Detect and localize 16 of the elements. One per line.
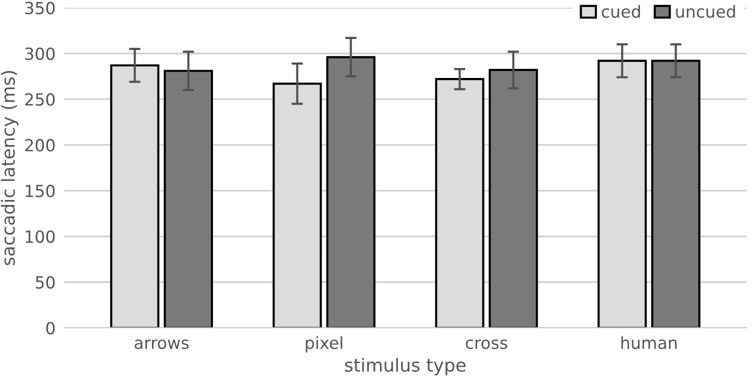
x-tick-label: arrows xyxy=(134,340,189,350)
x-tick-label: pixel xyxy=(306,336,342,352)
y-tick-label: 0 xyxy=(46,322,55,334)
legend-label: cued xyxy=(602,4,640,18)
y-tick-label: 50 xyxy=(36,276,55,289)
x-tick-label: human xyxy=(621,336,677,350)
y-axis-title: saccadic latency (ms) xyxy=(0,71,18,266)
y-tick-label: 100 xyxy=(26,230,55,243)
x-axis-title: stimulus type xyxy=(345,358,466,376)
y-tick-label: 200 xyxy=(25,138,55,152)
y-tick-label: 350 xyxy=(25,2,55,14)
y-tick-label: 150 xyxy=(26,184,55,198)
y-tick-label: 300 xyxy=(25,47,55,60)
y-tick-label: 250 xyxy=(25,93,55,106)
legend-label: uncued xyxy=(676,4,735,18)
x-tick-label: cross xyxy=(466,340,508,350)
